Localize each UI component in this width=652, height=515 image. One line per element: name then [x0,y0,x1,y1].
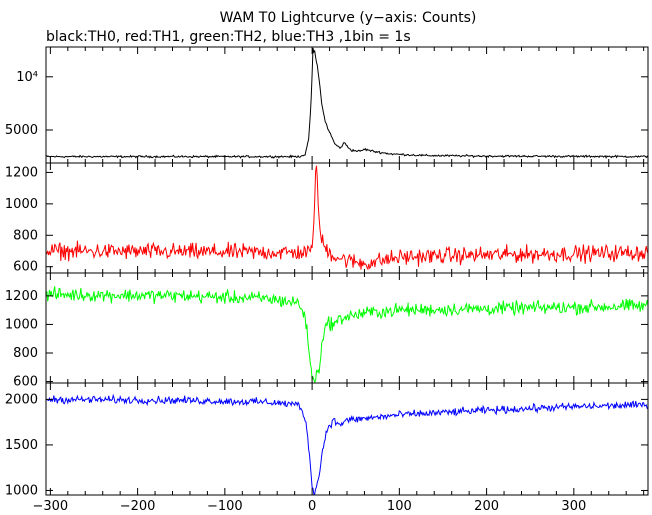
x-tick-label: 0 [308,499,316,514]
y-tick-label: 1000 [5,317,38,332]
x-tick-label: −300 [33,499,69,514]
panels: 500010⁴600800100012006008001000120010001… [5,46,649,514]
series-line-th1 [45,165,649,271]
series-line-th0 [45,47,649,159]
y-tick-label: 1500 [5,438,38,453]
y-tick-label: 10⁴ [16,70,38,85]
x-tick-label: 200 [474,499,499,514]
series-line-th2 [45,286,649,384]
y-tick-label: 1200 [5,165,38,180]
y-tick-label: 2000 [5,392,38,407]
x-tick-label: 100 [387,499,412,514]
panel-th2: 600 800 1000 1200 [5,272,649,390]
panel-frame [45,272,649,384]
x-tick-label: 300 [561,499,586,514]
panel-th0: 5000 10⁴ [5,46,649,164]
chart-subtitle: black:TH0, red:TH1, green:TH2, blue:TH3 … [46,29,411,45]
panel-th3: 1000 1500 2000 [5,382,649,498]
y-tick-label: 600 [13,375,38,390]
y-tick-label: 1000 [5,197,38,212]
x-tick-label: −100 [207,499,243,514]
x-tick-label: −200 [120,499,156,514]
y-tick-label: 800 [13,346,38,361]
y-tick-label: 1000 [5,483,38,498]
y-tick-label: 1200 [5,289,38,304]
chart-title: WAM T0 Lightcurve (y−axis: Counts) [220,10,477,26]
series-line-th3 [45,393,649,495]
y-tick-label: 5000 [5,123,38,138]
y-tick-label: 800 [13,228,38,243]
panel-th1: 600 800 1000 1200 [5,162,649,275]
y-tick-label: 600 [13,260,38,275]
